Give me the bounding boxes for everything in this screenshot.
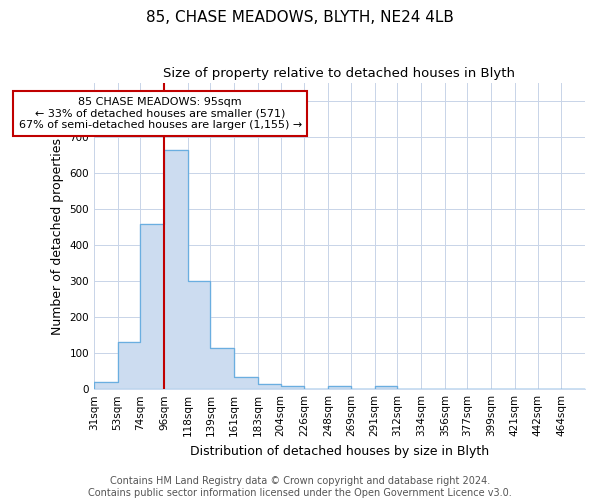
Text: 85 CHASE MEADOWS: 95sqm
← 33% of detached houses are smaller (571)
67% of semi-d: 85 CHASE MEADOWS: 95sqm ← 33% of detache… [19,97,302,130]
Text: Contains HM Land Registry data © Crown copyright and database right 2024.
Contai: Contains HM Land Registry data © Crown c… [88,476,512,498]
Y-axis label: Number of detached properties: Number of detached properties [51,138,64,334]
X-axis label: Distribution of detached houses by size in Blyth: Distribution of detached houses by size … [190,444,489,458]
Text: 85, CHASE MEADOWS, BLYTH, NE24 4LB: 85, CHASE MEADOWS, BLYTH, NE24 4LB [146,10,454,25]
Title: Size of property relative to detached houses in Blyth: Size of property relative to detached ho… [163,68,515,80]
